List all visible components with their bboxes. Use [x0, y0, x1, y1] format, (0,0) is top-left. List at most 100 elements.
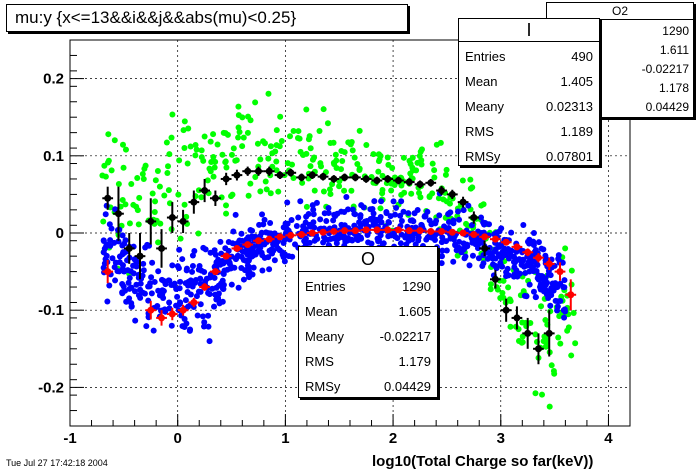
- stat-value: 1290: [662, 23, 689, 38]
- stat-label: Entries: [305, 279, 346, 294]
- blue-point: [166, 277, 173, 284]
- blue-point: [119, 232, 126, 239]
- axes: -1 0 1 2 3 4 -0.2 -0.1 0 0.1 0.2: [38, 39, 631, 447]
- blue-point: [224, 266, 231, 273]
- green-point: [260, 138, 267, 145]
- green-point: [210, 154, 217, 161]
- x-tick-label: 0: [174, 430, 182, 447]
- blue-point: [405, 210, 412, 217]
- blue-point: [122, 237, 129, 244]
- blue-point: [130, 270, 137, 277]
- blue-point: [183, 265, 190, 272]
- green-point: [235, 103, 242, 110]
- green-point: [240, 134, 247, 141]
- blue-point: [397, 212, 404, 219]
- blue-point: [474, 245, 481, 252]
- blue-point: [140, 267, 147, 274]
- green-point: [331, 161, 338, 168]
- green-point: [181, 118, 188, 125]
- blue-point: [242, 267, 249, 274]
- blue-point: [357, 234, 364, 241]
- blue-point: [181, 315, 188, 322]
- green-point: [126, 220, 133, 227]
- blue-point: [506, 249, 513, 256]
- profile-point: [556, 268, 564, 276]
- green-point: [356, 127, 363, 134]
- blue-point: [194, 312, 201, 319]
- stat-value: 0.02313: [546, 99, 593, 114]
- blue-point: [348, 236, 355, 243]
- green-point: [527, 320, 534, 327]
- green-point: [555, 334, 562, 341]
- profile-point: [459, 229, 467, 237]
- green-point: [416, 152, 423, 159]
- green-point: [408, 190, 415, 197]
- blue-point: [114, 268, 121, 275]
- green-point: [223, 164, 230, 171]
- green-point: [565, 324, 572, 331]
- blue-point: [535, 239, 542, 246]
- green-point: [212, 158, 219, 165]
- profile-point: [168, 214, 176, 222]
- blue-point: [137, 286, 144, 293]
- blue-point: [552, 297, 559, 304]
- green-point: [247, 180, 254, 187]
- blue-point: [378, 198, 385, 205]
- green-point: [273, 158, 280, 165]
- blue-point: [275, 245, 282, 252]
- profile-point: [491, 235, 499, 243]
- green-point: [354, 160, 361, 167]
- green-point: [515, 338, 522, 345]
- profile-point: [287, 169, 295, 177]
- profile-point: [211, 268, 219, 276]
- y-tick-label: -0.2: [38, 379, 64, 396]
- blue-point: [238, 230, 245, 237]
- blue-point: [284, 220, 291, 227]
- green-point: [320, 106, 327, 113]
- blue-point: [182, 280, 189, 287]
- blue-point: [526, 281, 533, 288]
- green-point: [273, 127, 280, 134]
- profile-point: [502, 306, 510, 314]
- green-point: [156, 183, 163, 190]
- blue-point: [191, 279, 198, 286]
- blue-point: [100, 237, 107, 244]
- blue-point: [211, 303, 218, 310]
- blue-point: [217, 261, 224, 268]
- blue-point: [247, 227, 254, 234]
- blue-point: [325, 205, 332, 212]
- green-point: [157, 220, 164, 227]
- profile-point: [427, 179, 435, 187]
- green-point: [277, 113, 284, 120]
- green-point: [443, 166, 450, 173]
- blue-point: [200, 244, 207, 251]
- blue-point: [402, 234, 409, 241]
- stat-row: RMS 1.179: [305, 349, 431, 374]
- profile-point: [470, 231, 478, 239]
- blue-point: [140, 260, 147, 267]
- green-point: [119, 141, 126, 148]
- green-point: [572, 340, 579, 347]
- blue-point: [555, 255, 562, 262]
- stat-value: -0.02217: [641, 61, 689, 76]
- blue-point: [499, 248, 506, 255]
- blue-point: [168, 322, 175, 329]
- green-point: [233, 157, 240, 164]
- blue-point: [148, 274, 155, 281]
- blue-point: [108, 225, 115, 232]
- green-point: [223, 202, 230, 209]
- blue-point: [307, 223, 314, 230]
- green-point: [384, 154, 391, 161]
- profile-point: [190, 298, 198, 306]
- green-point: [532, 390, 539, 397]
- profile-point: [438, 227, 446, 235]
- green-point: [120, 164, 127, 171]
- blue-point: [392, 211, 399, 218]
- blue-point: [478, 214, 485, 221]
- stat-label: RMSy: [305, 379, 341, 394]
- green-point: [284, 160, 291, 167]
- blue-point: [112, 259, 119, 266]
- blue-point: [252, 251, 259, 258]
- profile-point: [201, 283, 209, 291]
- green-point: [192, 152, 199, 159]
